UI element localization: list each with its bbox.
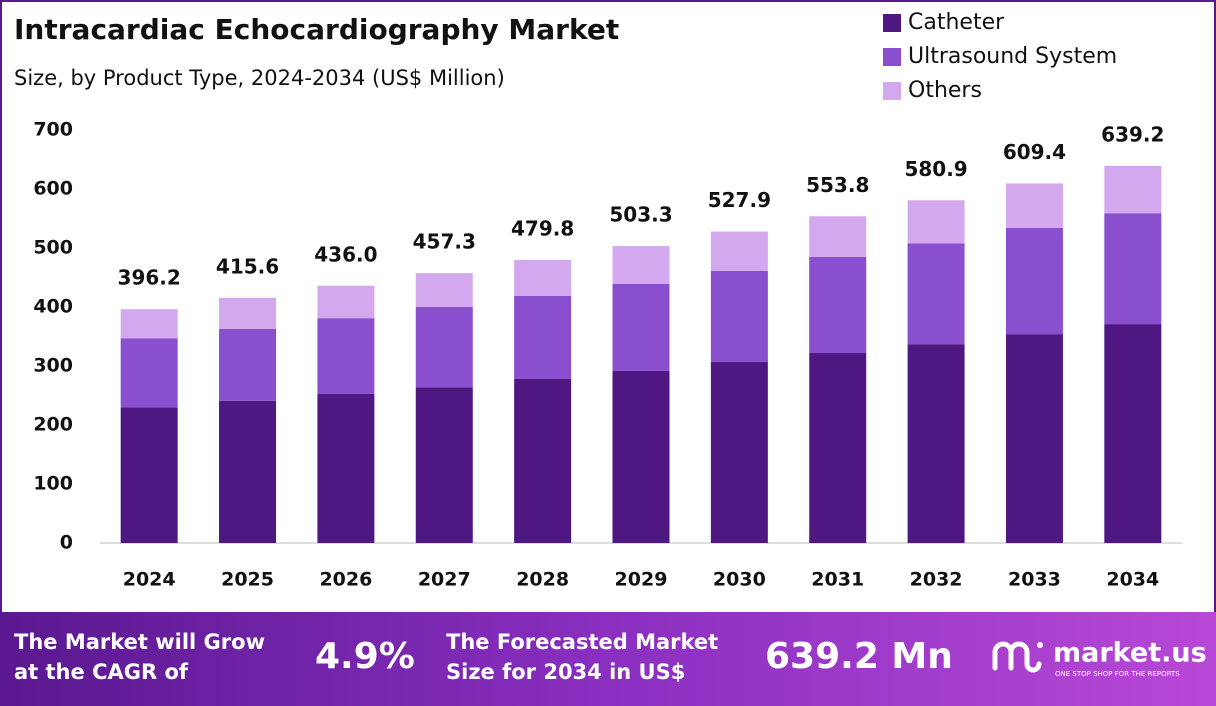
footer-cagr: 4.9% [315,636,415,677]
y-tick-label: 700 [33,119,73,141]
bar-segment [809,256,867,354]
bar-segment [612,370,670,543]
bar-segment [120,309,178,339]
bar-segment [907,344,965,543]
footer-text: Size for 2034 in US$ [446,660,685,684]
bar-segment [219,328,277,401]
chart-subtitle: Size, by Product Type, 2024-2034 (US$ Mi… [14,66,505,90]
legend-swatch [883,14,901,32]
y-tick-label: 0 [60,532,73,554]
bar-segment [612,283,670,371]
total-label: 436.0 [314,242,377,266]
chart-title: Intracardiac Echocardiography Market [14,13,619,46]
total-label: 609.4 [1003,140,1066,164]
bar-segment [219,400,277,543]
bar-segment [514,259,572,296]
bar-segment [1104,324,1162,543]
bar-segment [1104,213,1162,325]
bar-segment [120,407,178,543]
bar-segment [415,307,473,388]
brand-name: market.us [1053,638,1207,669]
bar-segment [415,273,473,307]
total-label: 580.9 [904,157,967,181]
bar-segment [1005,334,1063,543]
y-tick-label: 500 [33,237,73,259]
bar-segment [1104,165,1162,214]
y-tick-label: 100 [33,473,73,495]
x-tick-label: 2025 [221,569,274,591]
x-tick-label: 2033 [1008,569,1061,591]
bar-segment [317,393,375,543]
total-label: 396.2 [118,266,181,290]
bar-segment [809,216,867,257]
footer-forecast: 639.2 Mn [765,636,953,677]
y-tick-label: 400 [33,296,73,318]
x-tick-label: 2034 [1106,569,1159,591]
legend-label: Catheter [908,10,1005,35]
bar-segment [907,243,965,345]
total-label: 553.8 [806,173,869,197]
total-label: 639.2 [1101,122,1164,146]
bar-segment [710,361,768,543]
total-label: 479.8 [511,216,574,240]
x-tick-label: 2026 [319,569,372,591]
total-label: 457.3 [413,230,476,254]
bar-segment [415,387,473,543]
legend-swatch [883,48,901,66]
bar-segment [1005,183,1063,228]
bar-segment [1005,227,1063,335]
footer-text: The Forecasted Market [446,630,718,654]
x-tick-label: 2024 [123,569,176,591]
bar-segment [907,200,965,244]
y-tick-label: 600 [33,178,73,200]
bar-segment [317,318,375,394]
total-label: 527.9 [708,188,771,212]
bar-segment [612,246,670,284]
footer-text: The Market will Grow [14,630,265,654]
footer-text: at the CAGR of [14,660,189,684]
bar-segment [120,338,178,408]
legend-label: Ultrasound System [908,44,1117,69]
bar-segment [514,378,572,543]
y-tick-label: 300 [33,355,73,377]
total-label: 503.3 [609,203,672,227]
bar-segment [317,285,375,319]
x-tick-label: 2028 [516,569,569,591]
x-tick-label: 2030 [713,569,766,591]
bar-segment [219,297,277,329]
legend-swatch [883,82,901,100]
legend-label: Others [908,78,982,103]
x-tick-label: 2032 [910,569,963,591]
bar-segment [514,295,572,379]
total-label: 415.6 [216,254,279,278]
bar-segment [809,353,867,543]
x-tick-label: 2027 [418,569,471,591]
bar-segment [710,271,768,362]
x-tick-label: 2031 [811,569,864,591]
footer-band [0,612,1216,706]
y-tick-label: 200 [33,414,73,436]
brand-logo [992,641,1043,673]
brand-tagline: ONE STOP SHOP FOR THE REPORTS [1055,670,1180,678]
bar-segment [710,231,768,272]
x-tick-label: 2029 [615,569,668,591]
